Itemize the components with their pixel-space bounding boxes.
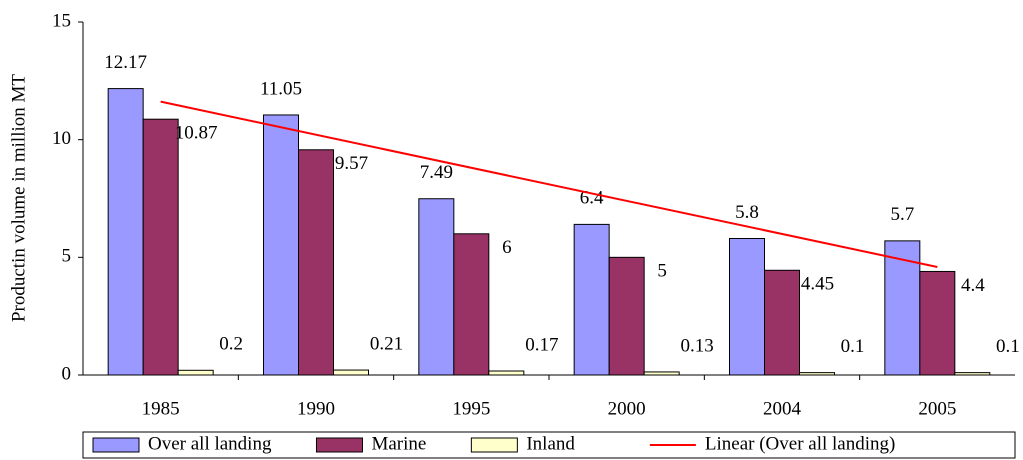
trendline	[160, 100, 938, 269]
legend-box	[82, 431, 1016, 459]
x-tick-label: 1990	[297, 398, 335, 419]
bar	[453, 233, 490, 376]
bar	[729, 238, 765, 376]
x-tick-label: 2005	[918, 398, 956, 419]
data-label: 4.45	[801, 274, 834, 295]
bar	[333, 369, 369, 376]
y-tick-label: 10	[52, 128, 71, 149]
y-tick-label: 0	[62, 363, 72, 384]
data-label: 0.1	[996, 336, 1020, 357]
x-tick-label: 2000	[608, 398, 646, 419]
data-label: 5.8	[735, 202, 759, 223]
legend-label: Marine	[371, 433, 426, 454]
legend-label: Linear (Over all landing)	[705, 433, 895, 454]
x-tick-label: 1995	[452, 398, 490, 419]
data-label: 0.2	[219, 334, 243, 355]
bar	[643, 371, 680, 376]
data-label: 7.49	[420, 162, 453, 183]
data-label: 5.7	[890, 204, 914, 225]
y-axis-label: Productin volume in million MT	[8, 74, 29, 322]
legend-swatch	[92, 437, 140, 453]
data-label: 12.17	[104, 52, 147, 73]
legend-label: Inland	[526, 433, 575, 454]
x-tick-label: 2004	[763, 398, 802, 419]
data-label: 0.1	[841, 336, 865, 357]
data-label: 0.21	[370, 333, 403, 354]
data-label: 5	[657, 261, 667, 282]
data-label: 6	[502, 237, 512, 258]
bar	[954, 372, 991, 376]
bar	[764, 269, 800, 376]
bar	[608, 256, 645, 376]
bar	[488, 370, 525, 376]
bar	[799, 372, 835, 376]
bar	[107, 88, 144, 376]
legend-label: Over all landing	[148, 433, 272, 454]
y-tick-label: 5	[62, 246, 72, 267]
bar	[884, 240, 921, 376]
data-label: 0.13	[681, 335, 714, 356]
x-tick-label: 1985	[142, 398, 180, 419]
bar	[142, 118, 179, 376]
legend-swatch	[470, 437, 518, 453]
bar	[263, 114, 299, 376]
data-label: 9.57	[335, 153, 368, 174]
bar	[418, 198, 455, 376]
y-tick-label: 15	[52, 10, 71, 31]
data-label: 10.87	[175, 123, 218, 144]
data-label: 4.4	[961, 275, 985, 296]
data-label: 11.05	[260, 78, 302, 99]
legend-swatch	[315, 437, 363, 453]
bar	[177, 369, 214, 376]
data-label: 0.17	[525, 334, 558, 355]
bar	[919, 270, 956, 376]
bar	[298, 149, 334, 376]
bar	[573, 223, 610, 376]
